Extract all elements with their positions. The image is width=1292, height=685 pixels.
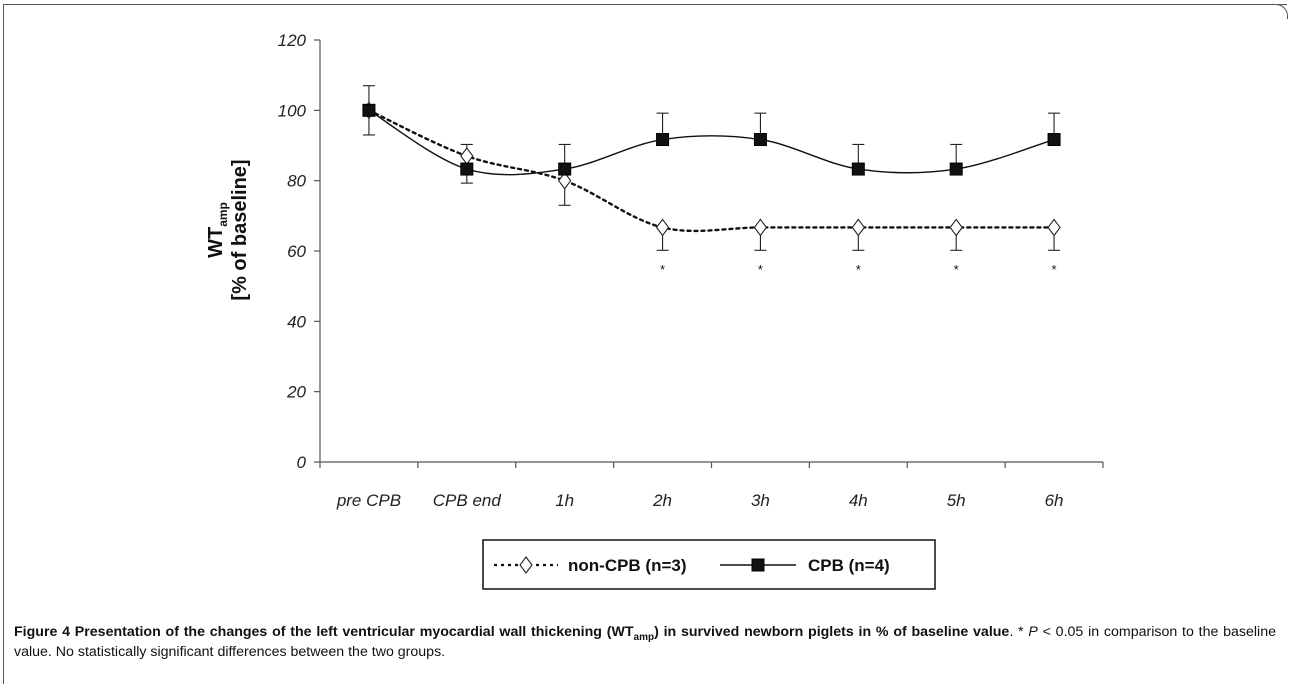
- data-point: [949, 218, 963, 237]
- y-axis-label: WTamp [% of baseline]: [205, 159, 251, 300]
- data-point: [655, 218, 670, 237]
- chart-axes: 0 20 40 60 80 100 120 pre CPB CPB end 1h 2h 3h 4h 5h 6…: [278, 31, 1104, 510]
- x-tick-label: 1h: [555, 491, 574, 510]
- x-tick-label: 2h: [652, 491, 672, 510]
- data-point: [460, 147, 474, 165]
- data-point: [558, 171, 572, 190]
- y-tick-label: 120: [278, 31, 307, 50]
- significance-marker: *: [758, 262, 763, 277]
- caption-bold-suffix: ) in survived newborn piglets in % of ba…: [654, 624, 1010, 640]
- data-point: [1047, 133, 1061, 147]
- data-point: [362, 103, 376, 117]
- data-point: [558, 162, 572, 176]
- x-tick-label: 6h: [1045, 491, 1064, 510]
- x-tick-label: 5h: [947, 491, 966, 510]
- significance-marker: *: [1052, 262, 1057, 277]
- legend-marker-cpb: [751, 558, 765, 572]
- significance-marker: *: [954, 262, 959, 277]
- caption-bold-prefix: Figure 4 Presentation of the changes of …: [14, 624, 634, 640]
- caption-rest-italic: P: [1028, 624, 1038, 640]
- data-point: [753, 133, 767, 147]
- data-point: [753, 218, 768, 237]
- caption-bold-sub: amp: [633, 631, 655, 643]
- y-axis-label-main: WT: [205, 227, 227, 258]
- data-point: [851, 162, 865, 176]
- y-axis-label-sub: amp: [216, 202, 230, 227]
- caption-rest-1: . *: [1009, 624, 1029, 640]
- data-point: [949, 162, 963, 176]
- y-tick-label: 60: [287, 242, 306, 261]
- y-axis-label-line2: [% of baseline]: [229, 159, 251, 300]
- legend-box: [482, 539, 936, 590]
- x-tick-label: 3h: [751, 491, 770, 510]
- significance-marker: *: [856, 262, 861, 277]
- y-tick-label: 40: [287, 312, 306, 331]
- legend-label-non-cpb: non-CPB (n=3): [568, 556, 687, 575]
- legend-label-cpb: CPB (n=4): [808, 556, 890, 575]
- figure-caption: Figure 4 Presentation of the changes of …: [14, 622, 1276, 662]
- chart-markers: [362, 101, 1061, 237]
- y-tick-label: 80: [287, 172, 306, 191]
- x-tick-label: 4h: [849, 491, 868, 510]
- caption-rest-2: < 0.05 in comparison to the baseline val…: [14, 624, 1276, 660]
- x-tick-label: CPB end: [433, 491, 502, 510]
- x-tick-label: pre CPB: [336, 491, 401, 510]
- figure-frame: [3, 4, 1287, 684]
- y-tick-label: 20: [286, 383, 306, 402]
- y-tick-label: 100: [278, 101, 307, 120]
- svg-text:WTamp: WTamp: [205, 202, 230, 258]
- data-point: [1047, 218, 1061, 237]
- y-tick-label: 0: [297, 453, 307, 472]
- chart-annotations: * * * * *: [660, 262, 1057, 277]
- significance-marker: *: [660, 262, 665, 277]
- data-point: [656, 133, 670, 147]
- data-point: [460, 162, 474, 176]
- series-line-cpb: [368, 109, 1055, 176]
- legend-marker-non-cpb: [519, 556, 533, 574]
- chart-legend: non-CPB (n=3) CPB (n=4): [482, 539, 936, 590]
- line-chart: 0 20 40 60 80 100 120 pre CPB CPB end 1h 2h 3h 4h 5h 6…: [205, 31, 1104, 590]
- data-point: [851, 218, 865, 237]
